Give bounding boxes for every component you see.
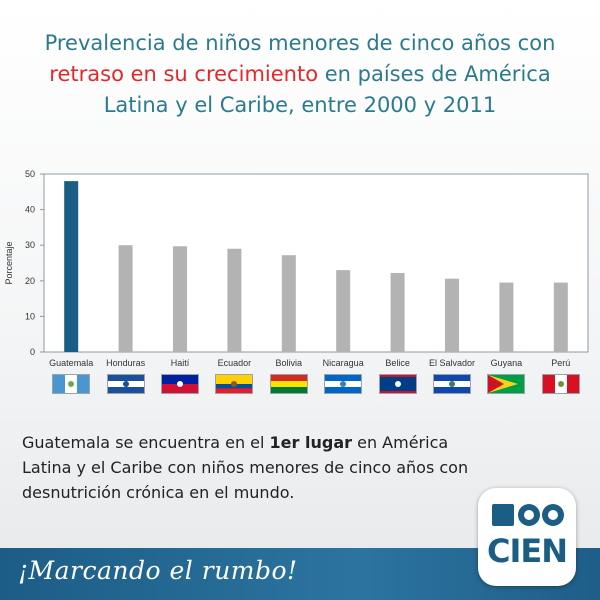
- bar-chart: 0 10 20 30 40 50 Porcentaje Guatemala Honduras Ha…: [0, 160, 600, 400]
- honduras-flag: [106, 374, 145, 394]
- flag-emblem: [488, 375, 505, 393]
- x-tick-label: El Salvador: [429, 358, 475, 368]
- ecuador-flag: [215, 374, 254, 394]
- y-tick-label: 20: [25, 276, 35, 286]
- flag-emblem: [449, 381, 455, 387]
- title-part2: en países de América Latina y el Caribe,…: [103, 62, 551, 117]
- x-tick-label: Honduras: [106, 358, 146, 368]
- x-tick-label: Perú: [551, 358, 570, 368]
- bar-nicaragua: [336, 270, 351, 352]
- bolivia-flag: [269, 374, 308, 394]
- note-after: en América Latina y el Caribe con niños …: [22, 433, 469, 502]
- bar-ecuador: [227, 248, 242, 352]
- y-tick-label: 0: [30, 347, 35, 357]
- el-salvador-flag: [433, 374, 471, 394]
- bar-honduras: [118, 245, 133, 352]
- x-tick-label: Guatemala: [49, 358, 93, 368]
- haiti-flag: [161, 374, 199, 394]
- note-before: Guatemala se encuentra en el: [22, 433, 270, 452]
- slogan: ¡Marcando el rumbo!: [18, 556, 298, 585]
- bar-guatemala: [64, 181, 79, 352]
- logo-text: CIEN: [486, 532, 568, 570]
- flag-emblem: [394, 381, 401, 387]
- guyana-flag: [487, 374, 526, 394]
- belize-flag: [378, 374, 417, 394]
- flag-emblem: [68, 381, 75, 387]
- bar-bolivia: [281, 255, 296, 352]
- x-tick-label: Haití: [171, 358, 190, 368]
- logo-ring-icon: [542, 504, 564, 526]
- cien-logo[interactable]: CIEN: [478, 488, 576, 586]
- title-highlight: retraso en su crecimiento: [49, 62, 319, 86]
- x-tick-label: Bolivia: [276, 358, 303, 368]
- nicaragua-flag: [324, 374, 363, 394]
- y-tick-label: 30: [25, 240, 35, 250]
- note-text: Guatemala se encuentra en el 1er lugar e…: [22, 430, 482, 505]
- y-axis-label: Porcentaje: [4, 241, 14, 284]
- bar-haití: [173, 246, 187, 352]
- x-tick-label: Nicaragua: [323, 358, 364, 368]
- y-tick-label: 50: [25, 169, 35, 179]
- title-part1: Prevalencia de niños menores de cinco añ…: [44, 31, 556, 55]
- note-bold: 1er lugar: [269, 433, 353, 452]
- flag-emblem: [177, 381, 183, 387]
- y-tick-label: 40: [25, 205, 35, 215]
- peru-flag: [541, 374, 580, 394]
- bar-belice: [390, 272, 405, 352]
- x-tick-label: Belice: [385, 358, 410, 368]
- bar-perú: [553, 282, 568, 352]
- logo-ring-icon: [518, 504, 540, 526]
- flag-emblem: [231, 381, 238, 387]
- logo-bar-icon: [492, 504, 514, 526]
- guatemala-flag: [52, 374, 91, 394]
- flag-emblem: [122, 381, 129, 387]
- chart-title: Prevalencia de niños menores de cinco añ…: [18, 28, 582, 121]
- bar-el-salvador: [445, 278, 459, 352]
- chart-svg: 0 10 20 30 40 50 Porcentaje Guatemala Honduras Ha…: [4, 169, 589, 368]
- flag-emblem: [557, 381, 564, 387]
- bar-guyana: [499, 282, 514, 352]
- plot-area: [43, 173, 589, 353]
- x-tick-label: Ecuador: [218, 358, 252, 368]
- y-tick-label: 10: [25, 311, 35, 321]
- flag-emblem: [340, 381, 347, 387]
- x-tick-label: Guyana: [491, 358, 523, 368]
